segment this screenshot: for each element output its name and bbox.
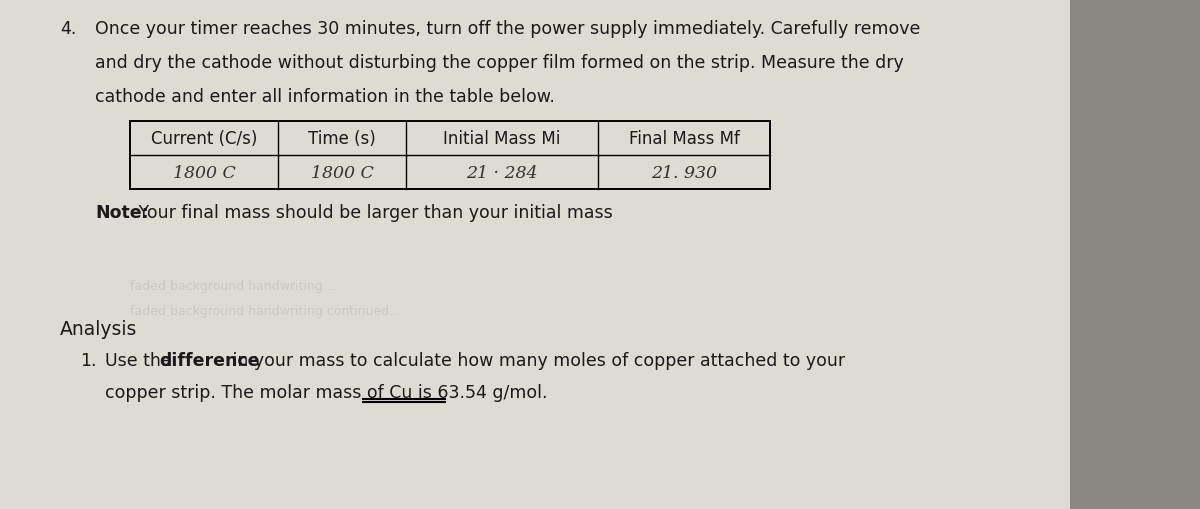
Text: 1800 C: 1800 C bbox=[311, 164, 373, 181]
Text: and dry the cathode without disturbing the copper film formed on the strip. Meas: and dry the cathode without disturbing t… bbox=[95, 54, 904, 72]
Text: copper strip. The molar mass of Cu is 63.54 g/mol.: copper strip. The molar mass of Cu is 63… bbox=[106, 383, 547, 401]
Text: difference: difference bbox=[160, 351, 260, 369]
Bar bbox=[130, 122, 770, 190]
Text: faded background handwriting continued...: faded background handwriting continued..… bbox=[130, 304, 401, 318]
Text: Time (s): Time (s) bbox=[308, 130, 376, 148]
Text: Analysis: Analysis bbox=[60, 319, 137, 338]
Text: Use the: Use the bbox=[106, 351, 178, 369]
Text: Current (C/s): Current (C/s) bbox=[151, 130, 257, 148]
Text: 21. 930: 21. 930 bbox=[650, 164, 718, 181]
Text: cathode and enter all information in the table below.: cathode and enter all information in the… bbox=[95, 88, 554, 106]
Text: Note:: Note: bbox=[95, 204, 149, 221]
Text: Final Mass Mf: Final Mass Mf bbox=[629, 130, 739, 148]
Text: 1800 C: 1800 C bbox=[173, 164, 235, 181]
Text: 21 · 284: 21 · 284 bbox=[467, 164, 538, 181]
Text: 1.: 1. bbox=[80, 351, 96, 369]
Text: Your final mass should be larger than your initial mass: Your final mass should be larger than yo… bbox=[133, 204, 613, 221]
Text: Once your timer reaches 30 minutes, turn off the power supply immediately. Caref: Once your timer reaches 30 minutes, turn… bbox=[95, 20, 920, 38]
Text: faded background handwriting...: faded background handwriting... bbox=[130, 279, 335, 293]
Bar bbox=[1070, 0, 1200, 509]
Text: Initial Mass Mi: Initial Mass Mi bbox=[443, 130, 560, 148]
Bar bbox=[0, 0, 1070, 509]
Text: in your mass to calculate how many moles of copper attached to your: in your mass to calculate how many moles… bbox=[228, 351, 846, 369]
Text: 4.: 4. bbox=[60, 20, 77, 38]
